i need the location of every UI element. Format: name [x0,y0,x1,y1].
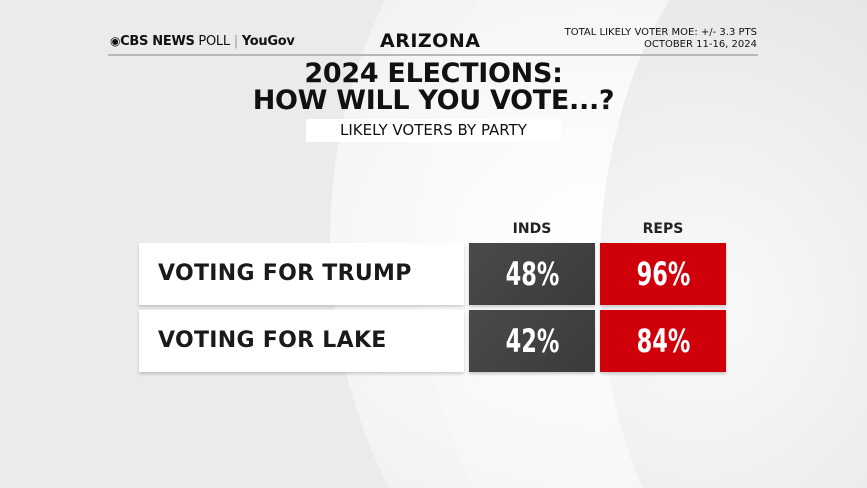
cell-lake-reps: 84% [600,310,726,372]
cell-trump-reps: 96% [600,243,726,305]
cell-trump-inds: 48% [469,243,595,305]
brand-cbs: CBS NEWS [120,34,195,49]
cbs-yougov-logo: ◉CBS NEWS POLL | YouGov [110,34,295,49]
poll-dates: OCTOBER 11-16, 2024 [643,39,757,50]
title-line-1: 2024 ELECTIONS: [304,58,563,89]
row-label-lake: VOTING FOR LAKE [139,310,464,372]
cbs-eye-icon: ◉ [110,34,121,48]
chart-subtitle: LIKELY VOTERS BY PARTY [306,119,561,142]
column-header-reps: REPS [642,221,684,237]
state-title: ARIZONA [380,30,481,52]
column-header-inds: INDS [512,221,552,237]
header-divider [108,54,758,56]
cell-lake-inds: 42% [469,310,595,372]
title-line-2: HOW WILL YOU VOTE...? [252,85,615,116]
brand-yougov: YouGov [241,34,295,49]
row-label-trump: VOTING FOR TRUMP [139,243,464,305]
moe-text: TOTAL LIKELY VOTER MOE: +/- 3.3 PTS [564,27,757,38]
poll-info: TOTAL LIKELY VOTER MOE: +/- 3.3 PTS OCTO… [565,27,757,51]
brand-poll: POLL [194,34,230,49]
chart-title: 2024 ELECTIONS: HOW WILL YOU VOTE...? [0,60,867,114]
brand-separator: | [233,34,238,49]
